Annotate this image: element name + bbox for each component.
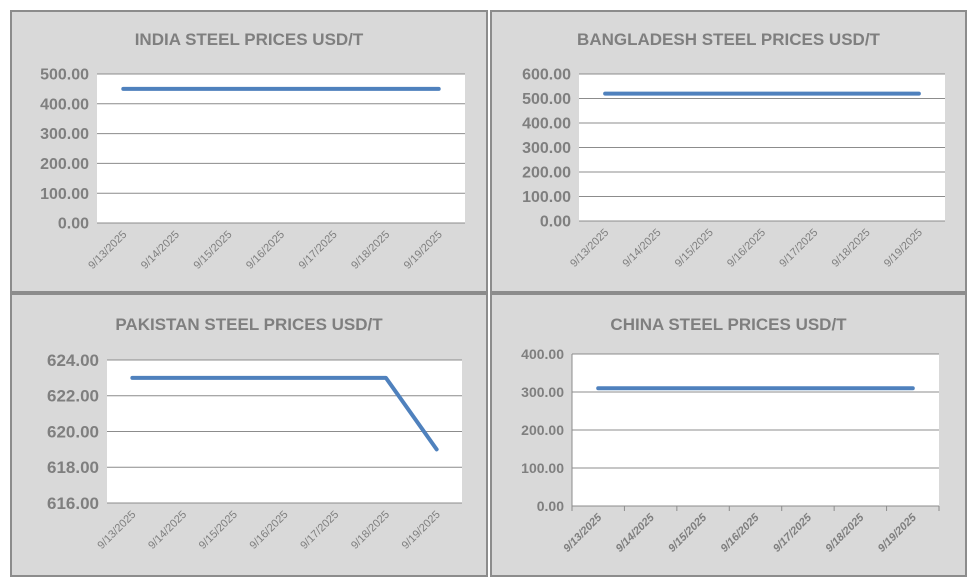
x-tick-label: 9/16/2025	[248, 509, 291, 552]
chart-title: CHINA STEEL PRICES USD/T	[610, 315, 847, 334]
x-tick-label: 9/15/2025	[191, 229, 234, 272]
x-tick-label: 9/18/2025	[830, 227, 873, 270]
x-tick-label: 9/17/2025	[297, 229, 340, 272]
x-tick-label: 9/18/2025	[823, 511, 867, 555]
x-tick-label: 9/17/2025	[298, 509, 341, 552]
x-tick-label: 9/14/2025	[139, 229, 182, 272]
y-tick-label: 300.00	[40, 126, 89, 143]
y-tick-label: 100.00	[522, 189, 571, 206]
x-tick-label: 9/13/2025	[95, 509, 138, 552]
india-chart-panel: INDIA STEEL PRICES USD/T 0.00 100.00 200.0…	[10, 10, 488, 293]
y-tick-label: 300.00	[521, 384, 564, 400]
x-tick-label: 9/14/2025	[146, 509, 189, 552]
y-tick-label: 624.00	[47, 351, 99, 370]
x-tick-label: 9/13/2025	[568, 227, 611, 270]
chart-title: PAKISTAN STEEL PRICES USD/T	[115, 315, 383, 334]
y-tick-label: 616.00	[47, 494, 99, 513]
y-tick-label: 600.00	[522, 67, 571, 84]
y-tick-label: 500.00	[40, 67, 89, 84]
y-tick-label: 0.00	[58, 216, 89, 233]
x-tick-label: 9/19/2025	[400, 509, 443, 552]
y-tick-label: 0.00	[537, 498, 564, 514]
x-tick-label: 9/15/2025	[673, 227, 716, 270]
x-tick-label: 9/18/2025	[349, 229, 392, 272]
series-line	[130, 375, 439, 452]
y-tick-label: 400.00	[522, 116, 571, 133]
y-tick-label: 400.00	[521, 346, 564, 362]
x-tick-label: 9/15/2025	[197, 509, 240, 552]
bangladesh-chart-plot: 0.00 100.00 200.00 300.00 400.00 500.00 600.00…	[522, 67, 945, 270]
chart-title: INDIA STEEL PRICES USD/T	[134, 30, 364, 49]
x-tick-label: 9/15/2025	[666, 511, 710, 555]
y-tick-label: 400.00	[40, 96, 89, 113]
y-tick-label: 200.00	[521, 422, 564, 438]
india-chart-plot: 0.00 100.00 200.00 300.00 400.00 500.00 9/13/2…	[40, 67, 465, 272]
y-tick-label: 100.00	[40, 186, 89, 203]
x-tick-label: 9/19/2025	[402, 229, 445, 272]
y-tick-label: 500.00	[522, 91, 571, 108]
y-tick-label: 200.00	[40, 156, 89, 173]
y-tick-label: 300.00	[522, 140, 571, 157]
x-tick-label: 9/16/2025	[725, 227, 768, 270]
y-tick-label: 0.00	[540, 214, 571, 231]
x-tick-label: 9/16/2025	[719, 511, 763, 555]
bangladesh-chart-panel: BANGLADESH STEEL PRICES USD/T 0.00 100.00…	[490, 10, 967, 293]
x-tick-label: 9/18/2025	[349, 509, 392, 552]
plot-area	[97, 74, 465, 223]
y-tick-label: 618.00	[47, 458, 99, 477]
x-tick-label: 9/14/2025	[620, 227, 663, 270]
x-tick-label: 9/16/2025	[244, 229, 287, 272]
x-tick-label: 9/17/2025	[771, 511, 815, 555]
y-tick-label: 622.00	[47, 387, 99, 406]
y-tick-label: 620.00	[47, 422, 99, 441]
x-tick-label: 9/13/2025	[561, 511, 605, 555]
pakistan-chart-panel: PAKISTAN STEEL PRICES USD/T 616.00 618.00…	[10, 293, 488, 577]
x-tick-label: 9/13/2025	[86, 229, 129, 272]
chart-title: BANGLADESH STEEL PRICES USD/T	[577, 30, 880, 49]
x-tick-label: 9/19/2025	[876, 511, 920, 555]
x-tick-label: 9/14/2025	[614, 511, 658, 555]
x-tick-label: 9/17/2025	[777, 227, 820, 270]
y-tick-label: 100.00	[521, 460, 564, 476]
y-tick-label: 200.00	[522, 165, 571, 182]
x-tick-label: 9/19/2025	[882, 227, 925, 270]
china-chart-panel: CHINA STEEL PRICES USD/T 0.00 100.00 200.0…	[490, 293, 967, 577]
